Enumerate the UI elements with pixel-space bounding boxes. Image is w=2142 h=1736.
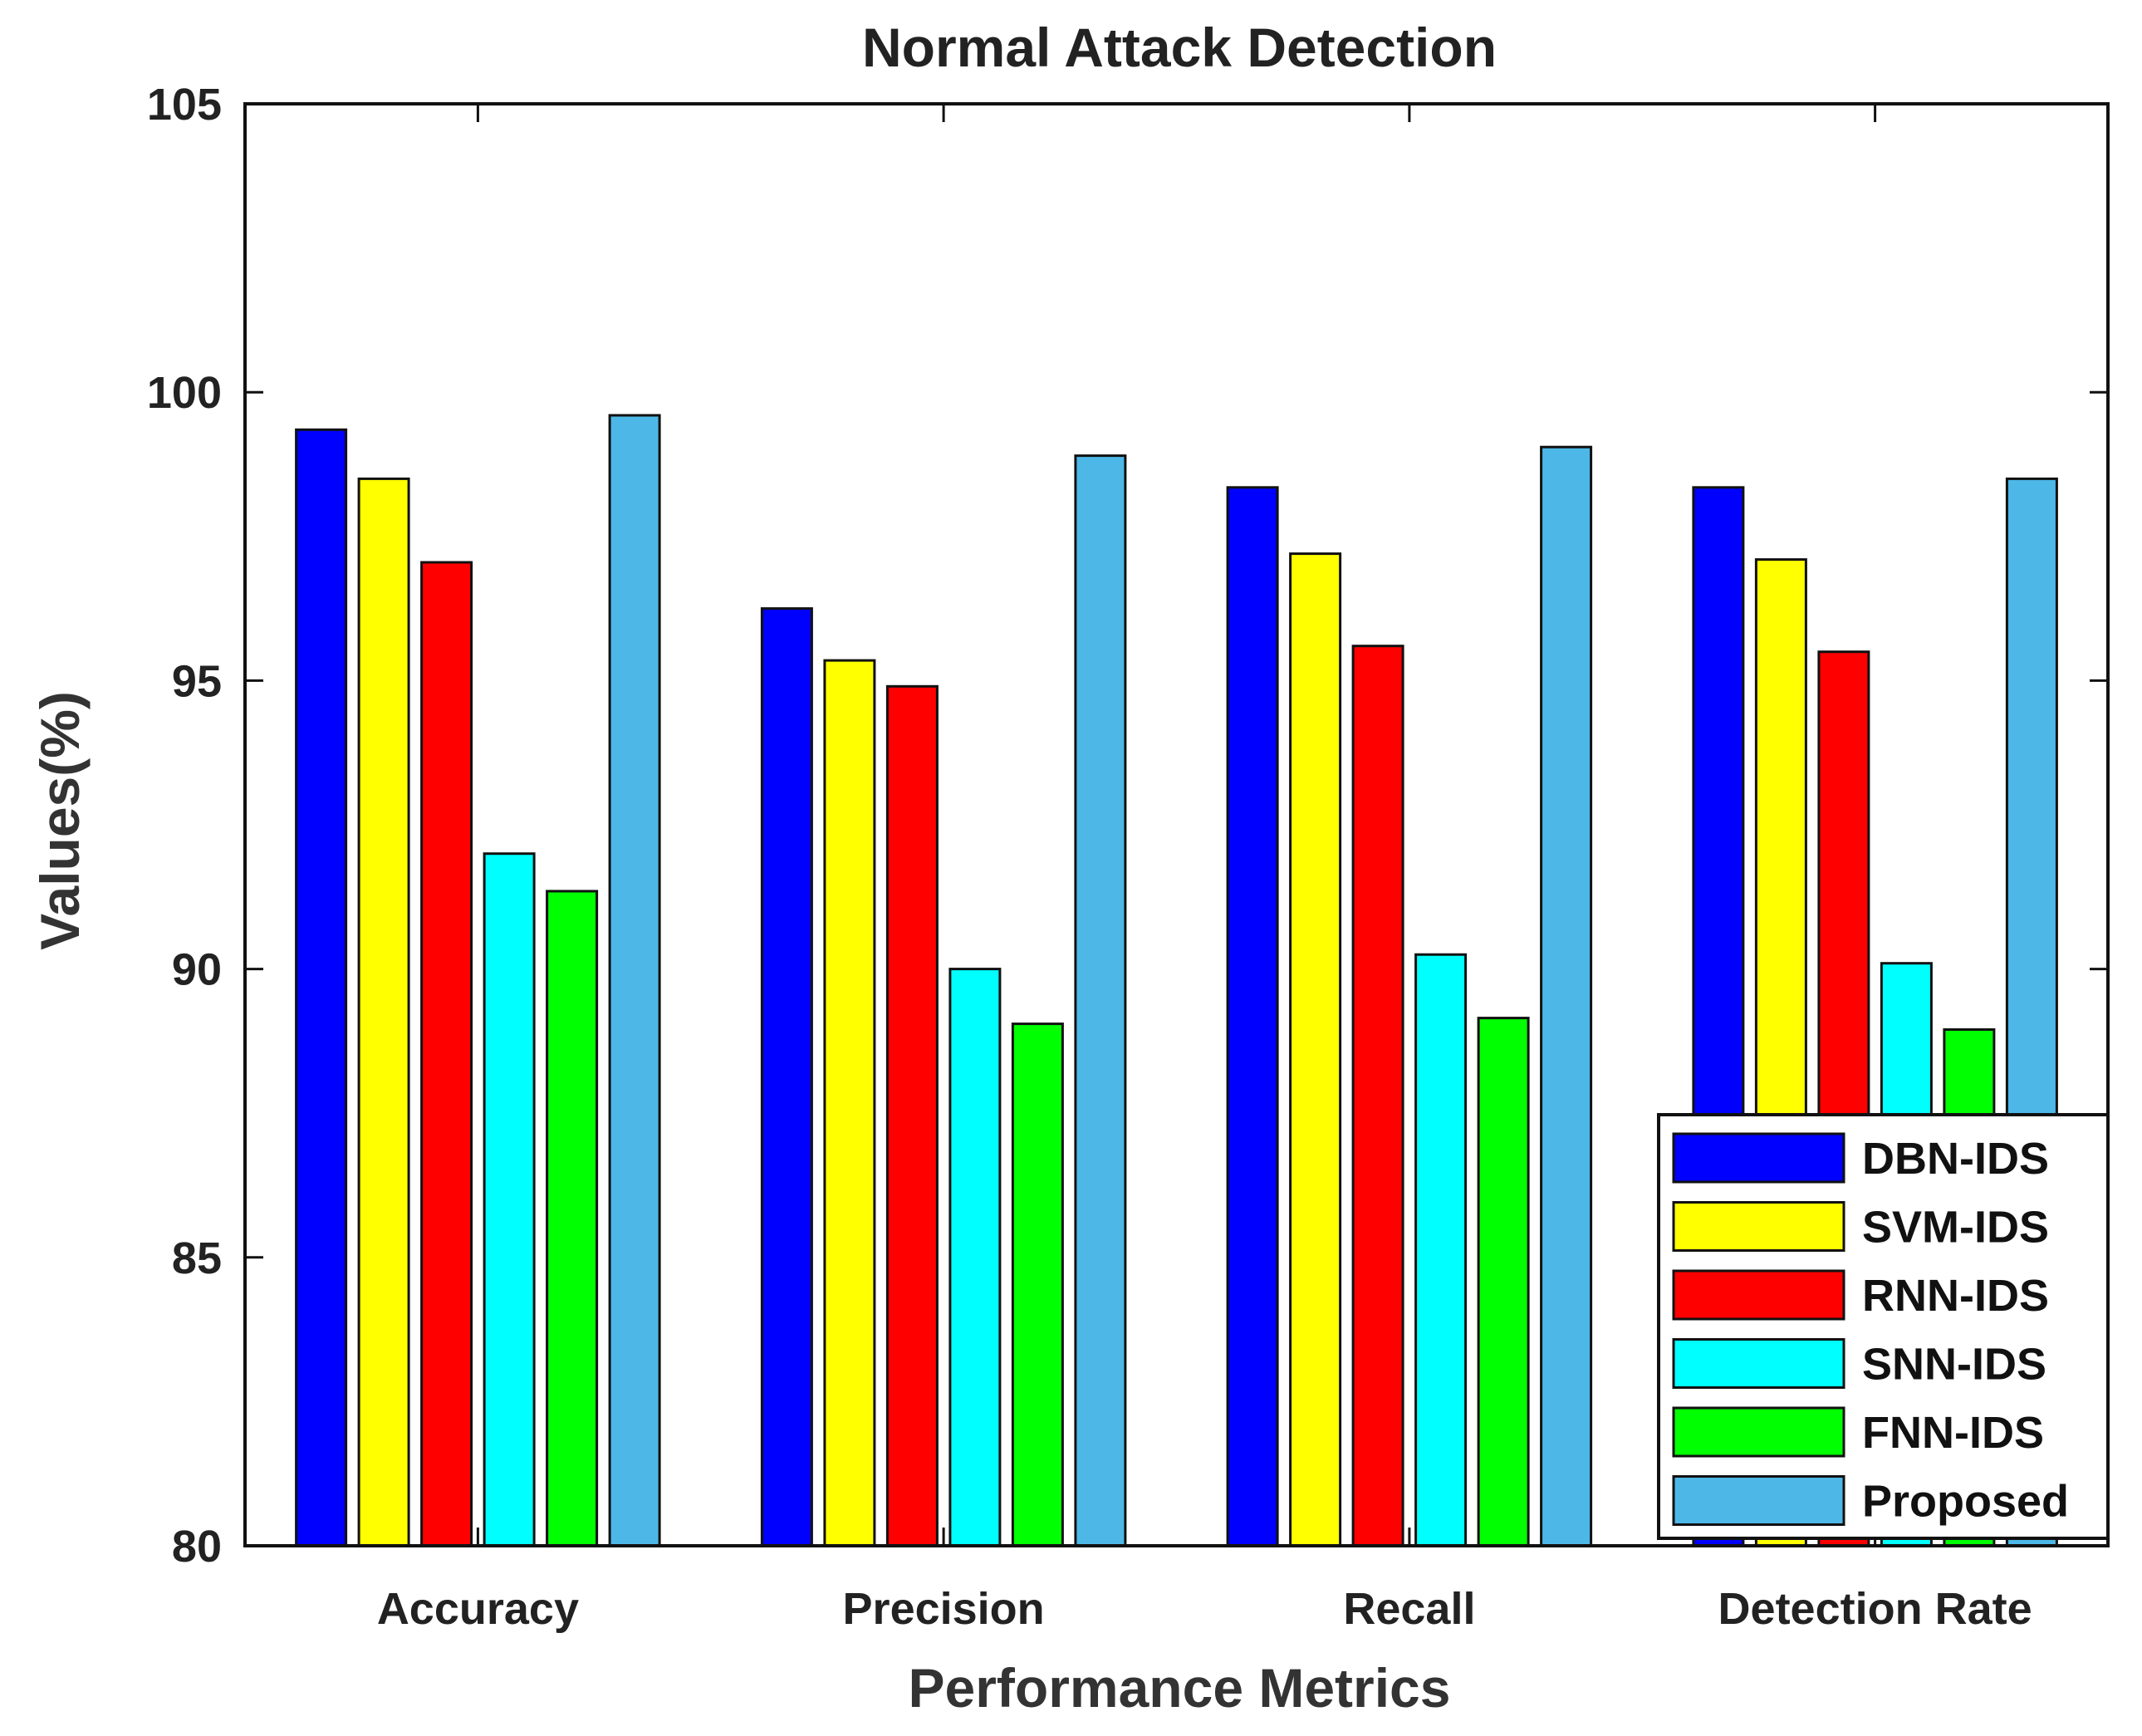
legend-label-rnn-ids: RNN-IDS (1862, 1271, 2049, 1321)
legend-swatch-snn-ids (1672, 1338, 1845, 1389)
x-tick-label-accuracy: Accuracy (377, 1584, 579, 1634)
y-tick-label-90: 90 (172, 945, 222, 995)
y-tick-label-80: 80 (172, 1522, 222, 1572)
x-tick-label-precision: Precision (843, 1584, 1045, 1634)
legend-label-svm-ids: SVM-IDS (1862, 1203, 2049, 1253)
bar-snn-ids-accuracy (483, 852, 536, 1547)
bar-rnn-ids-precision (885, 684, 939, 1547)
legend-label-fnn-ids: FNN-IDS (1862, 1408, 2044, 1458)
bar-svm-ids-accuracy (357, 477, 410, 1547)
legend-label-dbn-ids: DBN-IDS (1862, 1134, 2049, 1184)
ticks-layer: Accuracy Precision Recall Detection Rate 80 8… (147, 80, 2108, 1634)
bar-snn-ids-precision (948, 968, 1002, 1547)
legend-box (1657, 1113, 2110, 1540)
legend-label-snn-ids: SNN-IDS (1862, 1340, 2046, 1390)
bar-proposed-accuracy (608, 414, 661, 1547)
chart-title: Normal Attack Detection (862, 17, 1497, 78)
y-tick-label-95: 95 (172, 656, 222, 706)
legend: DBN-IDS SVM-IDS RNN-IDS SNN-IDS FNN-IDS Propo… (1657, 1113, 2110, 1540)
legend-swatch-dbn-ids (1672, 1132, 1845, 1184)
bars-layer (295, 414, 2058, 1547)
bar-proposed-precision (1074, 454, 1127, 1547)
legend-swatch-fnn-ids (1672, 1406, 1845, 1458)
x-tick-label-recall: Recall (1343, 1584, 1475, 1634)
bar-fnn-ids-precision (1011, 1022, 1064, 1547)
bar-dbn-ids-accuracy (295, 428, 348, 1547)
bar-svm-ids-recall (1289, 552, 1342, 1547)
bar-fnn-ids-accuracy (546, 890, 599, 1547)
bar-dbn-ids-recall (1226, 486, 1279, 1547)
bar-proposed-recall (1540, 445, 1593, 1547)
legend-swatch-proposed (1672, 1475, 1845, 1526)
y-tick-label-100: 100 (147, 368, 222, 418)
bar-svm-ids-precision (823, 659, 876, 1547)
bar-fnn-ids-recall (1477, 1017, 1530, 1547)
plot-frame (243, 102, 2110, 1547)
y-axis-label: Values(%) (29, 691, 91, 950)
bar-dbn-ids-precision (760, 607, 813, 1547)
bar-rnn-ids-accuracy (420, 561, 473, 1547)
y-tick-label-85: 85 (172, 1233, 222, 1283)
y-tick-label-105: 105 (147, 80, 222, 130)
legend-swatch-rnn-ids (1672, 1269, 1845, 1321)
bar-snn-ids-recall (1414, 953, 1468, 1547)
legend-label-proposed: Proposed (1862, 1477, 2069, 1527)
x-tick-label-detection-rate: Detection Rate (1718, 1584, 2032, 1634)
legend-swatch-svm-ids (1672, 1201, 1845, 1252)
bar-rnn-ids-recall (1351, 645, 1404, 1547)
x-axis-label: Performance Metrics (909, 1657, 1451, 1719)
